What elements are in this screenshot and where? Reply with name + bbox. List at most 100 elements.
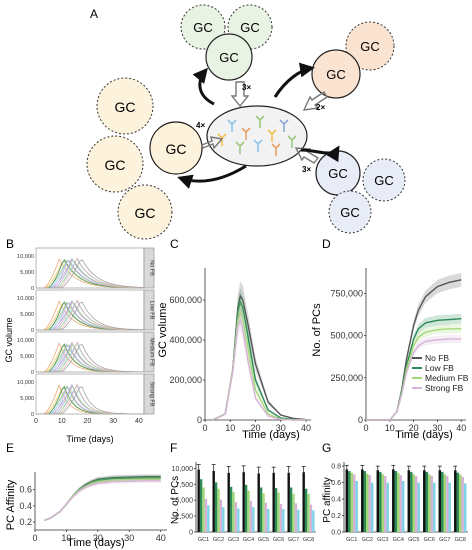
x-tick-label: 10 [225,423,235,433]
y-tick-label: 5,000 [20,396,34,402]
facet-strip [143,247,155,289]
bar [370,482,374,532]
legend-label: Medium FB [425,373,469,383]
gc-label: GC [219,50,239,65]
y-tick-label: 5,000 [175,498,193,505]
bar [302,472,305,532]
bar [417,482,420,532]
series-band [366,313,462,420]
bar [304,488,308,532]
bar [227,472,230,532]
facet-strip-label: Strong FB [149,382,155,407]
bar [242,472,245,532]
panel-d-ylabel: No. of PCs [311,303,323,357]
x-tick-label: 20 [84,418,92,425]
x-tick-label: GC1 [346,537,357,543]
x-tick-label: 30 [124,533,134,543]
x-tick-label: GC6 [424,537,435,543]
y-tick-label: 0.6 [331,480,341,487]
series-line [44,480,161,521]
gc-label: GC [115,99,136,115]
x-tick-label: 40 [156,533,166,543]
x-tick-label: 40 [301,423,311,433]
y-tick-label: 0.2 [19,517,32,527]
series-line [44,478,161,521]
bar [234,502,238,532]
y-tick-label: 0 [31,412,34,418]
y-tick-label: 10,000 [17,338,34,344]
bar [247,490,250,532]
bar [361,469,364,532]
bar [309,504,313,532]
y-tick-label: 0 [31,286,34,292]
gc-cluster-yellow: GC GC GC GC [86,77,203,240]
bar [307,493,310,532]
gc-cluster-blue: GC GC GC [315,150,406,234]
bar [267,509,270,532]
x-tick-label: GC5 [258,537,269,543]
bar [222,507,225,532]
panel-d-chart: 750,000 500,000 250,000 00 10 20 30 40 [330,268,466,433]
bar [386,482,389,532]
bar [259,487,263,532]
x-tick-label: GC8 [455,537,466,543]
bar [423,470,426,532]
y-tick-label: 0 [31,370,34,376]
x-tick-label: GC8 [303,537,314,543]
gc-label: GC [240,20,260,35]
bar [445,476,449,532]
x-tick-label: 0 [34,418,38,425]
bar [401,480,405,532]
bar [366,473,369,532]
bar [383,476,387,532]
bar [204,498,208,532]
panel-g-chart: 0.8 0.6 0.4 0.2 0.0 GC1 GC2 GC3 GC4 GC5 GC6 GC7 GC8 [331,462,468,543]
y-tick-label: 0.2 [331,513,341,520]
x-tick-label: GC2 [213,537,224,543]
bar [257,473,260,532]
x-tick-label: 10 [58,418,66,425]
bar [289,487,293,532]
bar [381,474,384,532]
series-band [366,324,462,420]
legend-label: Strong FB [425,383,464,393]
bar [249,500,253,532]
bar [219,499,223,532]
bar [376,470,380,532]
series-band [212,308,306,420]
bar [345,469,349,532]
x-tick-label: GC4 [243,537,254,543]
facet-frame [35,247,145,289]
gc-label: GC [360,39,380,54]
panel-g-label: G [322,441,331,455]
panel-f-label: F [170,441,177,455]
x-tick-label: 30 [432,423,442,433]
panel-g: G PC affinity 0.8 0.6 0.4 0.2 0.0 GC1 GC2 GC3 GC… [322,441,468,543]
panel-e: E PC Affinity 0.6 0.4 0.20 10 20 30 40 Time (d… [5,441,167,549]
y-tick-label: 0 [197,415,202,425]
bar [379,471,382,532]
x-tick-label: GC2 [362,537,373,543]
bar [279,504,283,532]
gc-cluster-green: GC GC GC [180,4,273,81]
bar [272,472,275,532]
gc-label: GC [326,67,346,82]
gc-label: GC [328,166,348,181]
x-tick-label: 10 [61,533,71,543]
x-tick-label: 40 [456,423,466,433]
bar [229,486,233,532]
bar [425,471,429,532]
multiplier-top: 3× [242,83,251,92]
series-band [44,478,161,522]
multiplier-right: 2× [316,103,325,112]
gc-cluster-peach: GC GC [311,21,395,99]
x-tick-label: 10 [385,423,395,433]
bar [207,505,210,532]
bar [430,476,433,532]
y-tick-label: 0.4 [331,497,341,504]
y-tick-label: 0.6 [19,485,32,495]
multiplier-left: 4× [196,121,205,130]
legend-label: Low FB [425,363,454,373]
y-tick-label: 500,000 [330,331,363,341]
